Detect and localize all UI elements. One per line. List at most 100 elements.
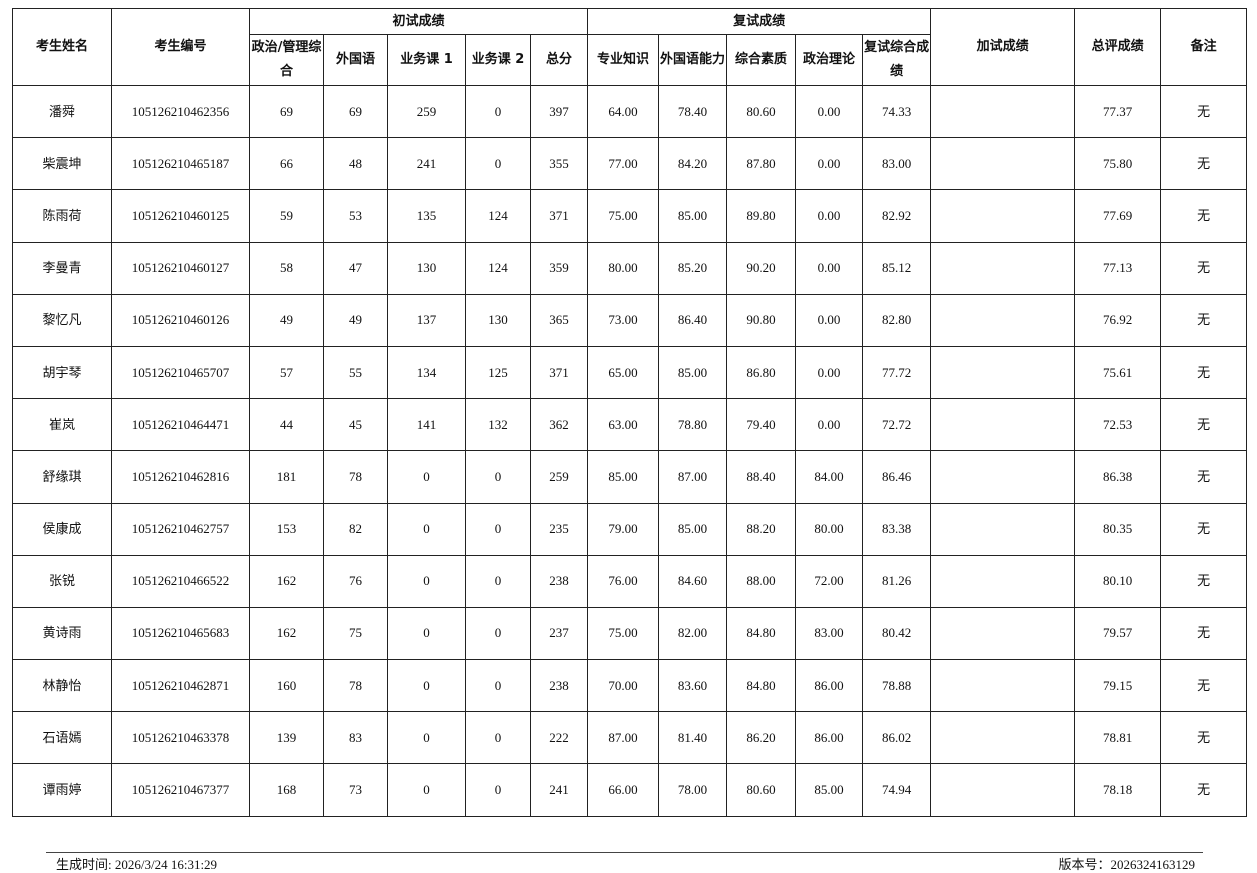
table-cell: 无 — [1160, 763, 1248, 817]
table-row: 黎忆凡 105126210460126 49 49 137 130 365 73.00 86.4… — [12, 293, 1248, 347]
table-cell: 105126210465187 — [111, 137, 250, 191]
table-cell: 无 — [1160, 84, 1248, 139]
table-cell: 74.94 — [862, 763, 932, 817]
table-cell: 359 — [529, 241, 589, 295]
table-cell: 80.35 — [1074, 502, 1162, 556]
table-cell: 134 — [387, 345, 466, 400]
table-cell: 78.88 — [862, 659, 932, 713]
table-cell: 0 — [465, 84, 531, 139]
table-cell: 86.80 — [726, 345, 797, 400]
table-cell — [930, 189, 1076, 243]
table-cell: 无 — [1160, 554, 1248, 608]
table-cell: 0 — [387, 659, 466, 713]
table-cell: 0 — [387, 450, 466, 504]
table-cell: 105126210464471 — [111, 398, 250, 452]
header-initial-group: 初试成绩 — [248, 8, 589, 35]
table-cell — [930, 241, 1076, 295]
table-cell: 林静怡 — [12, 659, 112, 713]
table-cell: 无 — [1160, 189, 1248, 243]
version-number: 版本号：2026324163129 — [1058, 857, 1195, 872]
table-cell: 47 — [323, 241, 388, 295]
table-cell: 88.20 — [726, 502, 797, 556]
table-cell: 162 — [249, 606, 324, 661]
table-cell: 105126210462816 — [111, 450, 250, 504]
table-cell: 137 — [387, 293, 466, 347]
table-cell: 44 — [249, 398, 324, 452]
table-cell: 371 — [529, 189, 589, 243]
table-cell: 105126210462871 — [111, 659, 250, 713]
table-cell: 0 — [387, 763, 466, 817]
table-cell: 87.00 — [587, 711, 660, 765]
table-cell: 76 — [323, 554, 388, 608]
table-cell: 90.80 — [726, 293, 797, 347]
table-cell: 0 — [465, 606, 531, 661]
table-cell: 105126210462356 — [111, 84, 250, 139]
table-cell: 135 — [387, 189, 466, 243]
header-id: 考生编号 — [111, 8, 250, 86]
table-cell: 105126210465683 — [111, 606, 250, 661]
table-cell: 49 — [323, 293, 388, 347]
table-cell: 78.40 — [658, 84, 728, 139]
table-cell: 73 — [323, 763, 388, 817]
table-cell: 69 — [323, 84, 388, 139]
table-cell: 105126210460127 — [111, 241, 250, 295]
header-remark: 备注 — [1160, 8, 1248, 86]
table-cell: 45 — [323, 398, 388, 452]
table-cell: 55 — [323, 345, 388, 400]
table-cell: 241 — [529, 763, 589, 817]
table-cell — [930, 398, 1076, 452]
table-cell: 陈雨荷 — [12, 189, 112, 243]
table-cell: 潘舜 — [12, 84, 112, 139]
table-cell: 无 — [1160, 293, 1248, 347]
table-cell: 162 — [249, 554, 324, 608]
table-cell: 66 — [249, 137, 324, 191]
table-cell: 0 — [387, 606, 466, 661]
table-row: 张锐 105126210466522 162 76 0 0 238 76.00 84.60 88.… — [12, 554, 1248, 608]
table-cell: 58 — [249, 241, 324, 295]
table-cell: 141 — [387, 398, 466, 452]
table-cell: 79.00 — [587, 502, 660, 556]
table-cell: 125 — [465, 345, 531, 400]
table-cell: 139 — [249, 711, 324, 765]
table-cell: 0.00 — [795, 84, 864, 139]
table-cell: 81.40 — [658, 711, 728, 765]
table-cell: 85.00 — [795, 763, 864, 817]
table-cell: 83.00 — [862, 137, 932, 191]
table-cell — [930, 659, 1076, 713]
table-cell: 72.72 — [862, 398, 932, 452]
table-cell: 80.42 — [862, 606, 932, 661]
table-cell: 69 — [249, 84, 324, 139]
table-row: 胡宇琴 105126210465707 57 55 134 125 371 65.00 85.0… — [12, 345, 1248, 400]
table-cell — [930, 137, 1076, 191]
table-row: 舒缘琪 105126210462816 181 78 0 0 259 85.00 87.00 88… — [12, 450, 1248, 504]
header-retest-col: 综合素质 — [726, 34, 797, 86]
table-cell: 86.40 — [658, 293, 728, 347]
table-cell: 65.00 — [587, 345, 660, 400]
table-cell: 78 — [323, 450, 388, 504]
table-cell: 78.18 — [1074, 763, 1162, 817]
table-cell — [930, 554, 1076, 608]
table-cell: 77.13 — [1074, 241, 1162, 295]
header-initial-col: 业务课 1 — [387, 34, 466, 86]
table-cell: 259 — [529, 450, 589, 504]
table-cell: 49 — [249, 293, 324, 347]
table-cell: 63.00 — [587, 398, 660, 452]
table-cell: 85.00 — [658, 189, 728, 243]
table-cell — [930, 606, 1076, 661]
table-cell: 83.00 — [795, 606, 864, 661]
table-cell: 105126210465707 — [111, 345, 250, 400]
table-cell: 0.00 — [795, 345, 864, 400]
table-cell: 无 — [1160, 137, 1248, 191]
table-row: 林静怡 105126210462871 160 78 0 0 238 70.00 83.60 84… — [12, 659, 1248, 713]
table-cell: 85.12 — [862, 241, 932, 295]
table-cell: 张锐 — [12, 554, 112, 608]
table-cell: 80.00 — [587, 241, 660, 295]
table-row: 侯康成 105126210462757 153 82 0 0 235 79.00 85.00 88… — [12, 502, 1248, 556]
table-cell: 舒缘琪 — [12, 450, 112, 504]
table-cell: 88.00 — [726, 554, 797, 608]
table-row: 崔岚 105126210464471 44 45 141 132 362 63.00 78.80… — [12, 398, 1248, 452]
table-cell: 86.38 — [1074, 450, 1162, 504]
table-cell: 105126210460126 — [111, 293, 250, 347]
header-name: 考生姓名 — [12, 8, 112, 86]
header-extra: 加试成绩 — [930, 8, 1076, 86]
